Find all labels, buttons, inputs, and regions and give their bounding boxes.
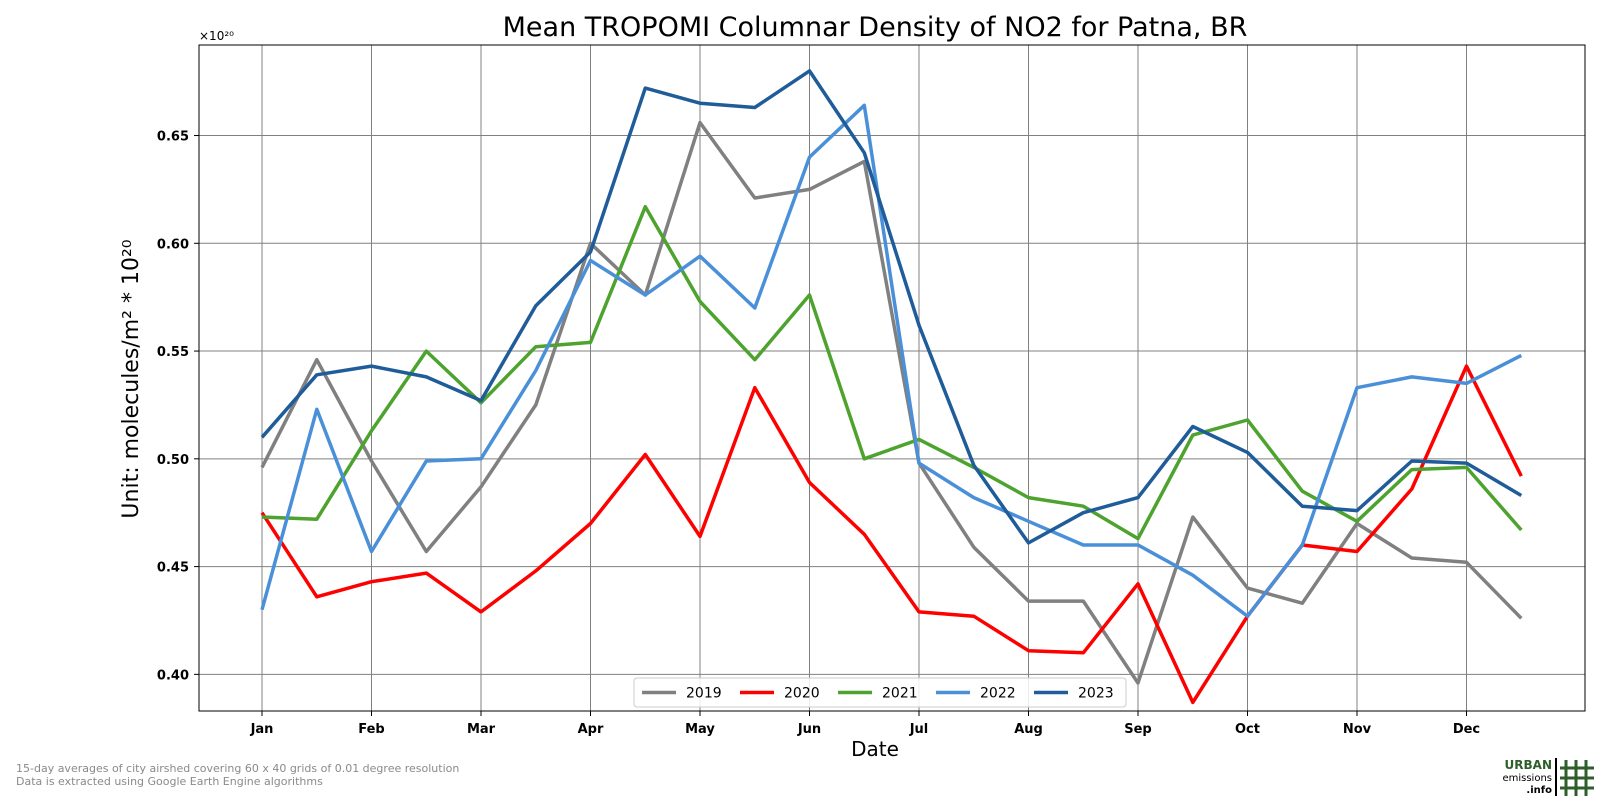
y-tick-label: 0.60 — [157, 237, 189, 252]
series-lines — [260, 69, 1523, 705]
legend-label-2020: 2020 — [784, 686, 820, 702]
footnote-source: Data is extracted using Google Earth Eng… — [16, 775, 323, 788]
series-line-2021 — [261, 204, 1523, 541]
series-line-2022 — [260, 103, 1523, 618]
series-line-2019 — [260, 120, 1523, 685]
legend: 2019 2020 2021 2022 2023 — [633, 677, 1127, 708]
legend-box — [633, 677, 1127, 708]
x-tick-label: Jul — [909, 722, 929, 737]
x-axis-label: Date — [851, 737, 899, 761]
legend-label-2021: 2021 — [882, 686, 918, 702]
x-tick-label: Nov — [1343, 722, 1372, 737]
x-tick-label: Sep — [1124, 722, 1152, 737]
plot-frame — [198, 44, 1586, 712]
legend-label-2023: 2023 — [1078, 686, 1114, 702]
y-tick-label: 0.45 — [157, 561, 189, 576]
chart-title: Mean TROPOMI Columnar Density of NO2 for… — [503, 12, 1248, 43]
legend-label-2019: 2019 — [686, 686, 722, 702]
svg-text:emissions: emissions — [1502, 773, 1552, 784]
y-tick-label: 0.65 — [157, 130, 189, 145]
x-tick-label: May — [685, 722, 715, 737]
series-line-2020 — [260, 364, 1523, 705]
series-line-2023 — [260, 69, 1523, 545]
x-tick-label: Aug — [1014, 722, 1043, 737]
svg-text:.info: .info — [1526, 785, 1552, 796]
x-tick-label: Apr — [578, 722, 604, 737]
y-axis-label: Unit: molecules/m² * 10²⁰ — [119, 239, 144, 518]
axis-ticks: 0.40 0.45 0.50 0.55 0.60 0.65 Jan Feb Mar Apr May J… — [157, 130, 1480, 737]
y-tick-label: 0.55 — [157, 345, 189, 360]
y-axis-multiplier: ×10²⁰ — [199, 29, 234, 43]
x-tick-label: Oct — [1235, 722, 1260, 737]
x-tick-label: Mar — [467, 722, 496, 737]
legend-label-2022: 2022 — [980, 686, 1016, 702]
x-tick-label: Jan — [250, 722, 274, 737]
footnote-resolution: 15-day averages of city airshed covering… — [16, 762, 460, 775]
x-tick-label: Dec — [1453, 722, 1480, 737]
urban-emissions-logo: URBAN emissions .info — [1502, 758, 1594, 796]
x-tick-label: Feb — [358, 722, 384, 737]
y-tick-label: 0.40 — [157, 668, 189, 683]
x-tick-label: Jun — [797, 722, 821, 737]
svg-text:URBAN: URBAN — [1505, 758, 1552, 772]
y-tick-label: 0.50 — [157, 453, 189, 468]
